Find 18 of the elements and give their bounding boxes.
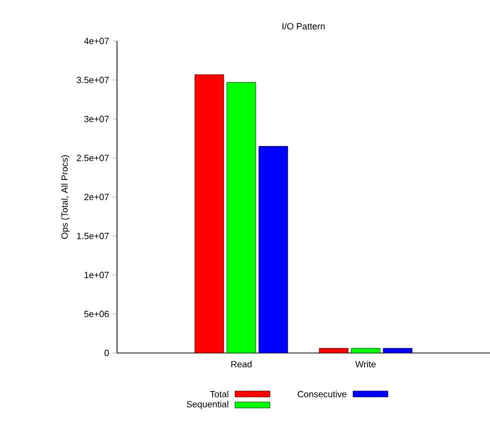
y-tick-label: 2.5e+07 (76, 154, 109, 162)
y-tick-label: 0 (104, 350, 109, 356)
y-tick-label: 5e+06 (84, 310, 109, 318)
legend-label: Consecutive (298, 390, 346, 398)
y-tick-label: 3e+07 (84, 116, 109, 122)
x-tick-label: Write (355, 360, 376, 368)
bar (194, 74, 224, 353)
y-tick-label: 4e+07 (84, 38, 109, 44)
y-tick-label: 1.5e+07 (77, 232, 109, 240)
legend-label: Total (210, 390, 228, 398)
y-axis-title: Ops (Total, All Procs) (61, 155, 70, 239)
legend-label: Sequential (186, 400, 228, 410)
chart-title: I/O Pattern (282, 22, 325, 30)
bar (226, 82, 256, 353)
x-tick-label: Read (231, 360, 252, 368)
y-tick-label: 2e+07 (84, 194, 109, 200)
y-tick-label: 1e+07 (84, 272, 109, 278)
y-tick-label: 3.5e+07 (76, 76, 109, 84)
